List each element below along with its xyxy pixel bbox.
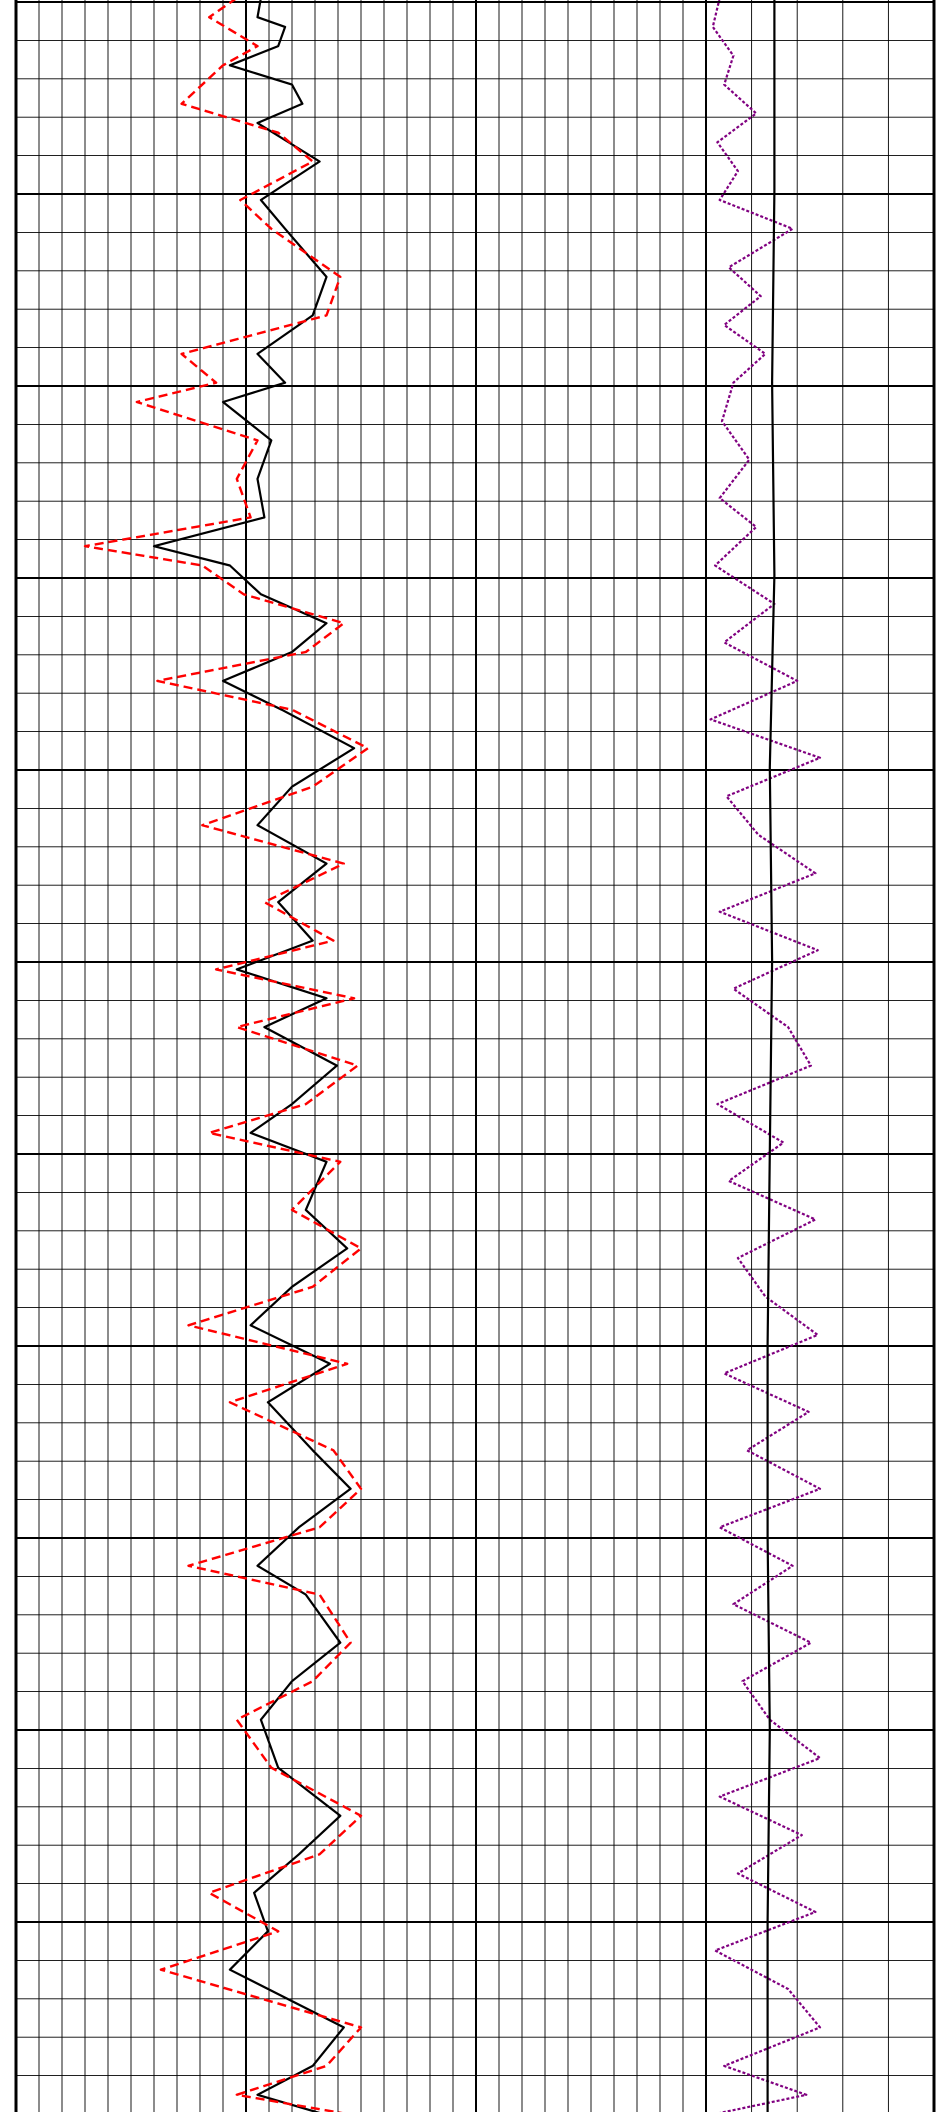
track-1-series-1-line	[152, 0, 356, 2112]
track-1-series-2-line	[83, 0, 370, 2112]
track-2-series-1-line	[709, 0, 822, 2112]
grid	[15, 0, 934, 2112]
track-1	[83, 0, 370, 2112]
track-2-series-2-line	[766, 0, 776, 2112]
chart-border	[14, 0, 936, 2112]
track-2	[709, 0, 822, 2112]
